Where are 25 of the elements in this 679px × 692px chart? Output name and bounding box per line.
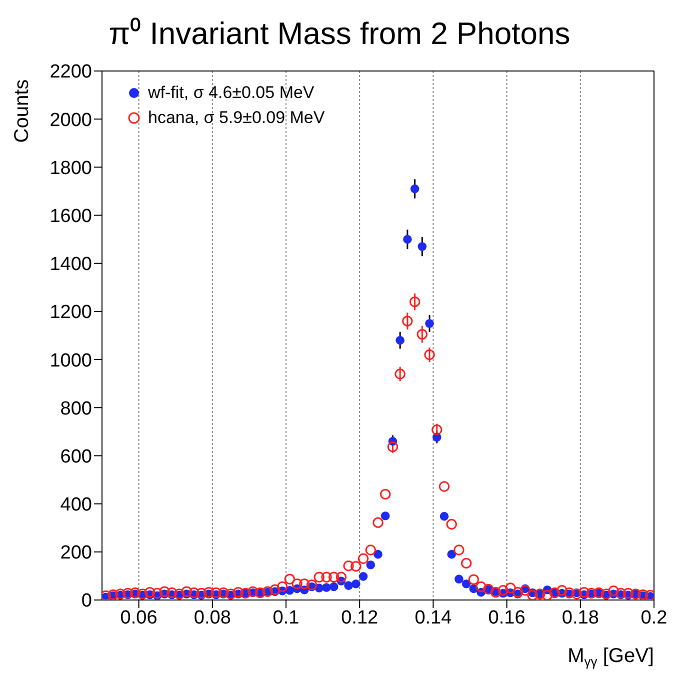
x-tick-label: 0.14 (414, 607, 452, 628)
y-tick-label: 1000 (50, 350, 92, 372)
y-tick-label: 1800 (50, 158, 92, 179)
y-tick-label: 400 (60, 494, 92, 516)
x-tick-label: 0.08 (194, 607, 231, 628)
x-tick-label: 0.06 (120, 607, 158, 628)
y-tick-label: 2200 (50, 62, 92, 83)
chart-title: π⁰ Invariant Mass from 2 Photons (108, 15, 572, 53)
y-tick-label: 0 (81, 590, 92, 612)
x-tick-label: 0.16 (488, 607, 526, 628)
y-tick-label: 200 (60, 542, 92, 564)
x-axis-title: M$_{γγ}$ [GeV] (568, 645, 654, 669)
x-tick-label: 0.2 (640, 607, 668, 628)
y-axis-title: Counts (11, 79, 33, 143)
legend-label: wf-fit, σ 4.6±0.05 MeV (148, 82, 314, 102)
x-tick-label: 0.1 (272, 607, 300, 628)
x-tick-label: 0.18 (562, 607, 599, 628)
legend-label: hcana, σ 5.9±0.09 MeV (148, 108, 325, 128)
y-tick-label: 800 (60, 398, 92, 420)
y-tick-label: 2000 (50, 110, 92, 131)
y-tick-label: 1600 (50, 206, 92, 228)
y-tick-label: 600 (60, 446, 92, 468)
y-tick-label: 1200 (50, 302, 92, 324)
y-tick-label: 1400 (50, 254, 92, 276)
x-tick-label: 0.12 (341, 607, 378, 628)
